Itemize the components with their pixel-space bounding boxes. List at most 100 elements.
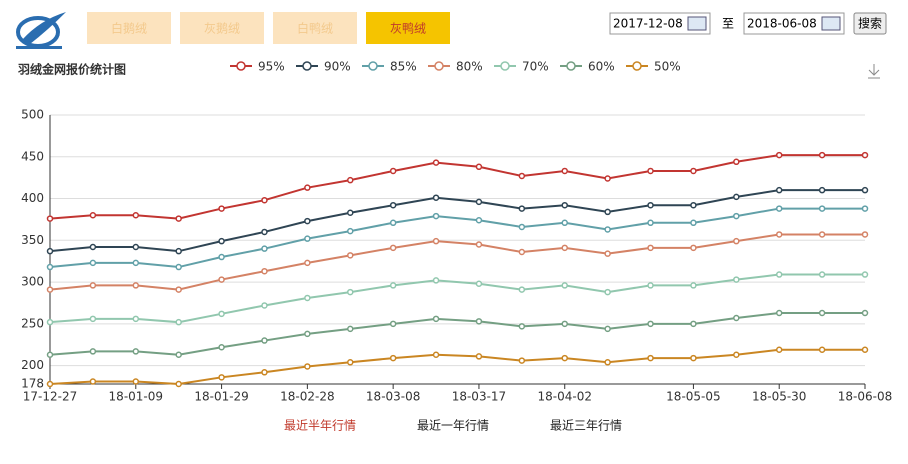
- data-point: [775, 231, 783, 238]
- x-tick-label: 18-06-08: [838, 390, 892, 404]
- data-point: [46, 351, 54, 359]
- legend-label[interactable]: 95%: [258, 60, 285, 74]
- data-point: [647, 282, 654, 289]
- legend-marker[interactable]: [236, 61, 246, 71]
- data-point: [89, 378, 97, 385]
- download-icon[interactable]: [868, 64, 880, 79]
- data-point: [89, 243, 97, 251]
- data-point: [475, 198, 483, 206]
- legend-marker[interactable]: [302, 61, 312, 71]
- data-point: [432, 237, 440, 245]
- legend-label[interactable]: 90%: [324, 60, 351, 74]
- data-point: [175, 215, 182, 222]
- search-button[interactable]: [853, 12, 887, 35]
- tab-label[interactable]: 白鹅绒: [111, 21, 147, 36]
- date-text: 2018-06-08: [747, 17, 817, 31]
- tab[interactable]: [273, 12, 357, 44]
- data-point: [775, 186, 783, 194]
- data-point: [561, 320, 568, 328]
- legend-label[interactable]: 60%: [588, 60, 615, 74]
- data-point: [647, 219, 654, 227]
- y-tick-label: 450: [21, 149, 44, 163]
- data-point: [347, 227, 354, 235]
- data-point: [218, 374, 225, 381]
- x-tick-label: 17-12-27: [23, 390, 77, 404]
- tab[interactable]: [366, 12, 450, 44]
- data-point: [475, 318, 483, 325]
- data-point: [775, 151, 783, 159]
- legend-label[interactable]: 85%: [390, 60, 417, 74]
- data-point: [132, 315, 140, 323]
- calendar-icon[interactable]: [687, 16, 707, 31]
- x-tick-label: 18-04-02: [538, 390, 592, 404]
- legend-label[interactable]: 80%: [456, 60, 483, 74]
- tab-label[interactable]: 灰鸭绒: [390, 22, 426, 36]
- data-point: [690, 201, 697, 209]
- data-point: [218, 343, 225, 351]
- data-point: [818, 231, 826, 238]
- data-point: [304, 363, 311, 370]
- data-point: [861, 271, 869, 278]
- data-point: [561, 219, 568, 227]
- legend-marker[interactable]: [632, 61, 642, 71]
- data-point: [690, 354, 697, 362]
- x-tick-label: 18-03-17: [452, 390, 506, 404]
- data-point: [304, 217, 311, 225]
- data-point: [175, 351, 182, 359]
- data-point: [647, 201, 654, 209]
- calendar-icon[interactable]: [821, 16, 841, 31]
- series-line: [49, 154, 865, 220]
- y-tick-label: 500: [21, 108, 44, 122]
- search-label[interactable]: 搜索: [858, 16, 882, 31]
- data-point: [304, 235, 311, 242]
- legend-marker[interactable]: [434, 61, 444, 71]
- period-link[interactable]: 最近三年行情: [550, 419, 622, 433]
- legend-marker[interactable]: [500, 61, 510, 71]
- data-point: [604, 226, 611, 233]
- data-point: [261, 302, 268, 309]
- data-point: [218, 237, 225, 245]
- tab-label[interactable]: 灰鹅绒: [204, 22, 240, 36]
- period-link[interactable]: 最近半年行情: [284, 419, 356, 433]
- data-point: [46, 286, 54, 293]
- data-point: [733, 212, 740, 220]
- series-line: [49, 348, 865, 386]
- data-point: [389, 219, 397, 227]
- data-point: [46, 247, 54, 255]
- legend-label[interactable]: 70%: [522, 60, 549, 74]
- legend-label[interactable]: 50%: [654, 60, 681, 74]
- tab[interactable]: [87, 12, 171, 44]
- data-point: [46, 380, 54, 388]
- date-input[interactable]: [743, 12, 845, 35]
- data-point: [604, 208, 611, 216]
- data-point: [604, 325, 611, 333]
- data-point: [775, 205, 783, 212]
- data-point: [475, 280, 483, 288]
- tab[interactable]: [180, 12, 264, 44]
- data-point: [733, 351, 740, 359]
- legend-marker[interactable]: [566, 61, 576, 71]
- y-tick-label: 350: [21, 233, 44, 247]
- data-point: [733, 237, 740, 245]
- data-point: [475, 241, 483, 248]
- data-point: [818, 309, 826, 317]
- data-point: [647, 320, 654, 328]
- date-input[interactable]: [609, 12, 711, 35]
- data-point: [261, 337, 268, 344]
- data-point: [518, 357, 526, 364]
- data-point: [304, 294, 311, 302]
- data-point: [132, 378, 140, 385]
- data-point: [733, 158, 740, 166]
- data-point: [647, 244, 654, 252]
- data-point: [46, 318, 54, 326]
- data-point: [861, 205, 869, 212]
- data-point: [89, 259, 97, 267]
- tab-label[interactable]: 白鸭绒: [297, 21, 333, 36]
- data-point: [175, 318, 182, 326]
- data-point: [690, 282, 697, 289]
- period-link[interactable]: 最近一年行情: [417, 419, 489, 433]
- data-point: [518, 323, 526, 330]
- legend-marker[interactable]: [368, 61, 378, 71]
- data-point: [818, 346, 826, 353]
